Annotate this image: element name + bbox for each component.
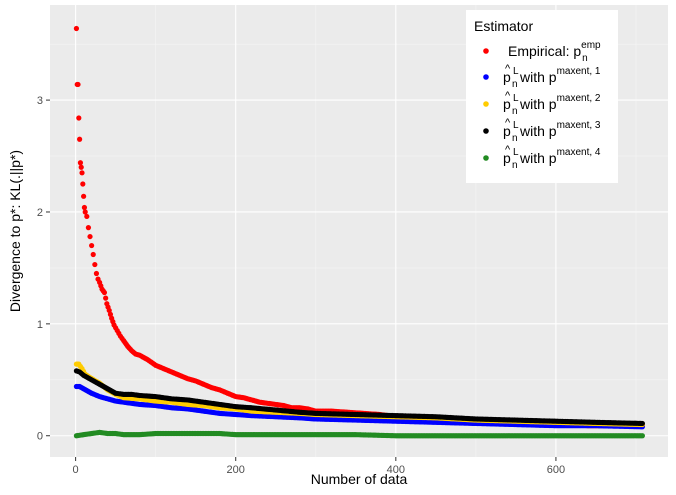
- legend-label: p: [503, 69, 511, 85]
- data-point: [77, 136, 83, 142]
- legend-hat: ^: [505, 117, 511, 129]
- data-point: [85, 225, 92, 231]
- legend-label-rest: with pmaxent, 2: [519, 93, 601, 112]
- x-tick-label: 200: [227, 464, 245, 476]
- x-tick-label: 0: [73, 464, 79, 476]
- series-layer: [73, 25, 645, 439]
- legend-superscript-l: L: [513, 147, 519, 158]
- series-4: [73, 368, 645, 427]
- legend-key-dot: [483, 74, 489, 80]
- data-point: [77, 160, 84, 166]
- legend-superscript-l: L: [513, 66, 519, 77]
- legend-hat: ^: [505, 63, 511, 75]
- data-point: [76, 115, 82, 121]
- data-point: [639, 420, 645, 427]
- data-point: [90, 251, 96, 258]
- legend-subscript-n: n: [512, 106, 518, 117]
- legend-item-2: p^ Ln with pmaxent, 1: [483, 63, 601, 90]
- x-axis-title: Number of data: [311, 471, 408, 487]
- legend-key-dot: [483, 155, 489, 161]
- legend-key-dot: [483, 101, 489, 107]
- legend-label: p: [503, 96, 511, 112]
- legend-hat: ^: [505, 144, 511, 156]
- legend-subscript-n: n: [512, 133, 518, 144]
- x-tick-label: 400: [387, 464, 405, 476]
- y-tick-label: 1: [37, 319, 43, 331]
- data-point: [82, 209, 88, 215]
- y-tick-label: 2: [37, 207, 43, 219]
- series-2: [73, 383, 645, 430]
- legend-item-3: p^ Ln with pmaxent, 2: [483, 90, 601, 117]
- legend-label: p: [503, 150, 511, 166]
- data-point: [78, 164, 84, 170]
- legend-subscript: n: [582, 53, 588, 64]
- data-point: [89, 242, 95, 249]
- data-point: [107, 311, 114, 317]
- legend-label: Empirical: pemp: [508, 40, 601, 59]
- legend-background: [466, 10, 618, 183]
- data-point: [92, 261, 98, 268]
- data-point: [80, 181, 86, 187]
- data-point: [106, 307, 112, 314]
- data-point: [73, 25, 80, 32]
- data-point: [84, 213, 90, 220]
- data-point: [81, 193, 87, 199]
- data-point: [103, 295, 109, 301]
- legend-key-dot: [483, 128, 489, 134]
- legend-label-rest: with pmaxent, 4: [519, 147, 601, 166]
- legend-hat: ^: [505, 90, 511, 102]
- legend-label-rest: with pmaxent, 1: [519, 66, 601, 85]
- legend-subscript-n: n: [512, 79, 518, 90]
- data-point: [75, 81, 81, 88]
- y-tick-label: 3: [37, 95, 43, 107]
- axis-ticks: 0 200 400 600 0 1 2 3: [37, 95, 565, 476]
- data-point: [81, 204, 88, 211]
- legend-subscript-n: n: [512, 160, 518, 171]
- legend-label-rest: with pmaxent, 3: [519, 120, 601, 139]
- data-point: [93, 270, 100, 277]
- data-point: [79, 170, 85, 176]
- data-point: [87, 233, 93, 240]
- series-5: [73, 429, 645, 439]
- legend-item-4: p^ Ln with pmaxent, 3: [483, 117, 601, 144]
- x-tick-label: 600: [547, 464, 565, 476]
- legend-label: p: [503, 123, 511, 139]
- legend-key-dot: [483, 48, 489, 54]
- legend-title: Estimator: [474, 18, 533, 34]
- legend-item-5: p^ Ln with pmaxent, 4: [483, 144, 601, 171]
- legend-superscript-l: L: [513, 120, 519, 131]
- y-axis-title: Divergence to p*: KL(.||p*): [7, 150, 23, 312]
- data-point: [639, 433, 645, 439]
- legend-superscript-l: L: [513, 93, 519, 104]
- y-tick-label: 0: [37, 431, 43, 443]
- data-point: [101, 289, 108, 296]
